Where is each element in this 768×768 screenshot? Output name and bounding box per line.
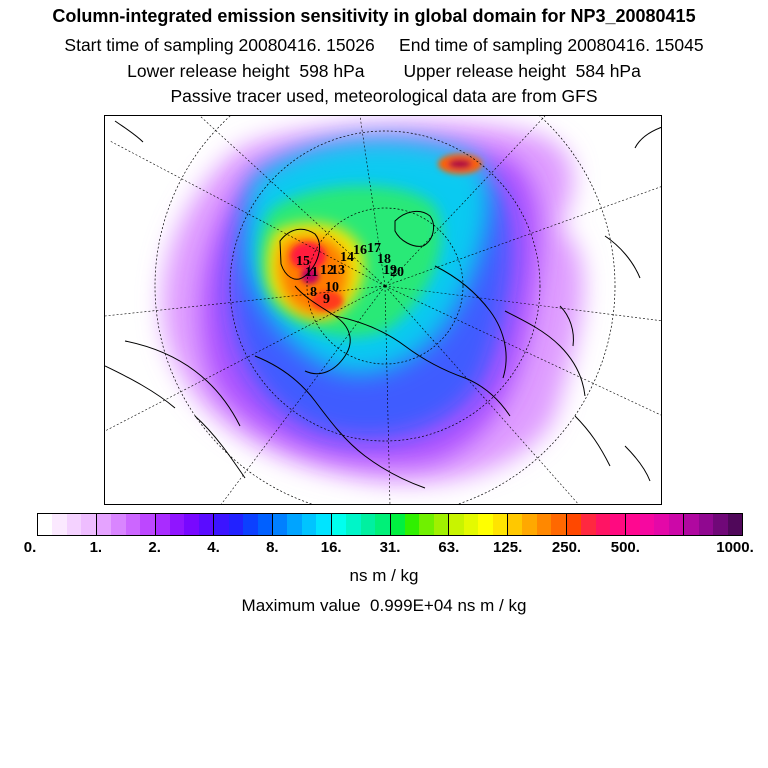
latitude-circles (154, 116, 616, 504)
trajectory-label: 10 (325, 280, 339, 295)
field-hotspot-northeast (438, 154, 482, 174)
colorbar-segment (198, 514, 215, 535)
colorbar-segment (625, 514, 640, 535)
colorbar-segment (478, 514, 493, 535)
trajectory-label: 16 (353, 243, 367, 258)
colorbar-segment (38, 514, 53, 535)
colorbar-segment (492, 514, 508, 535)
colorbar-segment (111, 514, 126, 535)
colorbar-segment (595, 514, 611, 535)
colorbar-segment (654, 514, 669, 535)
colorbar-tick-label: 8. (266, 539, 279, 556)
sensitivity-map: 15 14 13 12 11 10 9 8 16 17 18 19 20 (104, 115, 662, 505)
colorbar-segment (125, 514, 141, 535)
colorbar-segment (169, 514, 185, 535)
trajectory-label: 19 (383, 263, 397, 278)
colorbar-tick-label: 1000. (716, 539, 754, 556)
colorbar-segment (463, 514, 479, 535)
colorbar-segment (404, 514, 420, 535)
colorbar-segment (81, 514, 97, 535)
colorbar-tick-label: 250. (551, 539, 582, 556)
colorbar-tick-label: 2. (148, 539, 161, 556)
colorbar-segment (522, 514, 537, 535)
colorbar-tick-label: 16. (320, 539, 342, 556)
colorbar-tick-label: 1. (89, 539, 103, 556)
colorbar-segment (96, 514, 112, 535)
colorbar-segment (243, 514, 258, 535)
colorbar-tick-label: 0. (23, 539, 37, 556)
trajectory-label: 11 (305, 265, 318, 280)
trajectory-label: 8 (310, 285, 317, 300)
colorbar-segment (727, 514, 742, 535)
trajectory-label: 15 (296, 254, 310, 269)
colorbar-segment (375, 514, 391, 535)
map-canvas: 15 14 13 12 11 10 9 8 16 17 18 19 20 (105, 116, 661, 504)
trajectory-label: 9 (323, 292, 330, 307)
maximum-value-label: Maximum value 0.999E+04 ns m / kg (241, 596, 527, 615)
release-height-line: Lower release height 598 hPa Upper relea… (127, 61, 641, 81)
colorbar-segment (536, 514, 552, 535)
colorbar (37, 513, 743, 536)
coastlines (105, 120, 661, 489)
colorbar-tick-label: 500. (610, 539, 640, 556)
colorbar-segment (214, 514, 229, 535)
map-title: Column-integrated emission sensitivity i… (52, 6, 696, 26)
colorbar-segment (668, 514, 685, 535)
colorbar-segment (360, 514, 376, 535)
trajectory-label: 14 (340, 250, 354, 265)
trajectory-label: 12 (320, 263, 334, 278)
colorbar-segment (184, 514, 199, 535)
colorbar-tick-label: 63. (438, 539, 460, 556)
colorbar-segment (331, 514, 347, 535)
colorbar-segment (610, 514, 626, 535)
field-red (290, 242, 343, 311)
colorbar-segment (52, 514, 67, 535)
colorbar-segment (581, 514, 596, 535)
colorbar-units: ns m / kg (349, 566, 419, 585)
trajectory-label: 20 (390, 265, 404, 280)
colorbar-segment (551, 514, 567, 535)
colorbar-segment (639, 514, 655, 535)
colorbar-segment (433, 514, 450, 535)
colorbar-tick-label: 125. (493, 539, 523, 556)
colorbar-segment (684, 514, 699, 535)
colorbar-segment (316, 514, 332, 535)
colorbar-segment (566, 514, 582, 535)
colorbar-segment (698, 514, 714, 535)
colorbar-segment (257, 514, 273, 535)
colorbar-segment (346, 514, 361, 535)
colorbar-segment (287, 514, 302, 535)
colorbar-segment (155, 514, 170, 535)
colorbar-segment (228, 514, 244, 535)
colorbar-segment (449, 514, 464, 535)
colorbar-segment (508, 514, 523, 535)
colorbar-segment (66, 514, 82, 535)
colorbar-segment (140, 514, 156, 535)
trajectory-label: 13 (331, 263, 345, 278)
colorbar-segment (713, 514, 728, 535)
colorbar-segment (301, 514, 317, 535)
trajectory-label: 18 (377, 252, 391, 267)
trajectory-labels: 15 14 13 12 11 10 9 8 16 17 18 19 20 (296, 241, 404, 307)
colorbar-tick-label: 4. (207, 539, 220, 556)
trajectory-label: 17 (367, 241, 381, 256)
sampling-time-line: Start time of sampling 20080416. 15026 E… (64, 35, 704, 55)
tracer-info-line: Passive tracer used, meteorological data… (170, 86, 598, 106)
meridians (105, 116, 661, 504)
colorbar-segment (390, 514, 405, 535)
colorbar-tick-label: 31. (379, 539, 401, 556)
colorbar-segment (273, 514, 288, 535)
colorbar-segment (419, 514, 434, 535)
